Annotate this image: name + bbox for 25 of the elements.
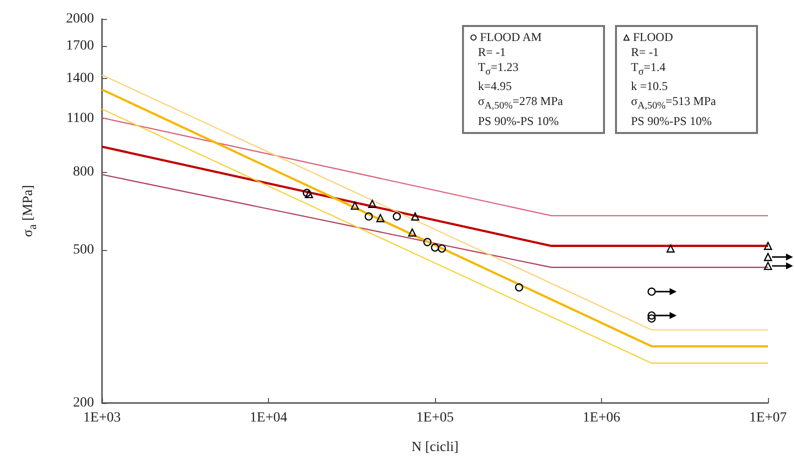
y-tick-label: 1700: [66, 38, 94, 54]
x-tick-label: 1E+03: [83, 410, 121, 426]
annotation: PS 90%-PS 10%: [477, 114, 560, 129]
x-tick-label: 1E+06: [582, 410, 620, 426]
y-tick-label: 500: [73, 242, 94, 258]
y-tick-label: 200: [73, 396, 94, 410]
annotation: R= -1: [477, 45, 507, 60]
x-tick-label: 1E+07: [749, 410, 787, 426]
y-tick-label: 1100: [66, 111, 94, 126]
legend-label: FLOOD: [632, 30, 674, 45]
annotation: k=4.95: [477, 79, 513, 94]
legend-label: FLOOD AM: [479, 30, 543, 45]
x-axis-title: N [cicli]: [411, 440, 459, 456]
annotation: k =10.5: [630, 79, 669, 94]
annotation: R= -1: [630, 45, 660, 60]
annotation: PS 90%-PS 10%: [630, 114, 713, 129]
annotation: σ$_{A,50%}$=278 MPa: [477, 94, 564, 114]
x-tick-label: 1E+04: [250, 410, 288, 426]
y-tick-label: 800: [73, 164, 94, 180]
y-tick-label: 1400: [66, 70, 94, 86]
annotation: σ$_{A,50%}$=513 MPa: [630, 94, 717, 114]
y-tick-label: 2000: [66, 12, 94, 26]
annotation: T$_{σ}$=1.23: [477, 60, 520, 80]
annotation: T$_{σ}$=1.4: [630, 60, 667, 80]
x-tick-label: 1E+05: [416, 410, 454, 426]
